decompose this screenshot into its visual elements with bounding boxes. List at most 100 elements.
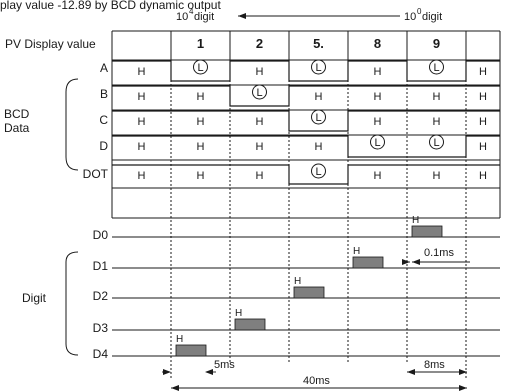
period-label: 8ms: [424, 359, 445, 371]
low-level-letter: L: [433, 137, 439, 149]
low-level-marker: [429, 134, 444, 150]
low-level-letter: L: [315, 166, 321, 178]
digit-active-pulse: [175, 344, 207, 357]
signal-waveform: [112, 110, 500, 132]
high-level-letter: H: [433, 91, 441, 103]
pulse-arrowhead-left: [402, 259, 410, 265]
period-arrowhead-left: [407, 369, 415, 375]
bcd-bracket: [65, 78, 79, 171]
low-level-marker: [370, 134, 385, 150]
gap-arrowhead-left: [163, 369, 171, 375]
high-level-letter: H: [197, 141, 205, 153]
pulse-arrowhead-right: [412, 259, 420, 265]
cycle-label: 40ms: [303, 375, 330, 387]
gap-label: 5ms: [214, 359, 235, 371]
high-level-letter: H: [256, 170, 264, 182]
high-level-letter: H: [479, 116, 487, 128]
signal-label: A: [100, 61, 108, 75]
low-digit-base: 10: [404, 11, 416, 23]
digit-group-label: Digit: [22, 291, 47, 305]
high-level-letter: H: [479, 91, 487, 103]
low-level-letter: L: [197, 62, 203, 74]
digit-label: D4: [93, 347, 109, 361]
digit-label: D2: [93, 289, 109, 303]
digit-label: D0: [93, 228, 109, 242]
high-level-letter: H: [374, 116, 382, 128]
high-level-letter: H: [197, 116, 205, 128]
digit-label: D1: [93, 259, 109, 273]
column-header: 1: [197, 36, 204, 51]
digit-high-letter: H: [235, 308, 242, 319]
digit-active-pulse: [352, 256, 384, 269]
high-level-letter: H: [197, 170, 205, 182]
high-level-letter: H: [479, 141, 487, 153]
column-header: 2: [256, 36, 263, 51]
high-level-letter: H: [256, 66, 264, 78]
low-level-marker: [311, 163, 326, 179]
cycle-arrowhead-left: [171, 385, 179, 391]
low-level-marker: [193, 59, 208, 75]
high-level-letter: H: [138, 170, 146, 182]
low-level-letter: L: [315, 62, 321, 74]
digit-direction-arrowhead: [238, 13, 246, 19]
high-level-letter: H: [197, 91, 205, 103]
high-digit-exponent: 4: [189, 7, 194, 16]
diagram-title: play value -12.89 by BCD dynamic output: [0, 0, 221, 12]
signal-waveform: [112, 85, 500, 107]
high-level-letter: H: [138, 116, 146, 128]
column-headers: 1 2 5. 8 9: [197, 36, 440, 51]
cycle-arrowhead-right: [459, 385, 467, 391]
signal-label: D: [99, 139, 108, 153]
low-digit-label: 10 0 digit: [404, 7, 442, 23]
high-level-letter: H: [433, 116, 441, 128]
diagram-grid: [111, 30, 501, 378]
low-level-letter: L: [256, 87, 262, 99]
high-level-letter: H: [256, 141, 264, 153]
signal-label: C: [99, 113, 108, 127]
bcd-label-line2: Data: [4, 121, 30, 135]
digit-bracket: [65, 251, 79, 356]
bcd-label-line1: BCD: [4, 107, 30, 121]
digit-high-letter: H: [353, 246, 360, 257]
low-level-letter: L: [315, 112, 321, 124]
high-level-letter: H: [138, 91, 146, 103]
column-header: 8: [374, 36, 381, 51]
digit-active-pulse: [234, 318, 266, 331]
high-level-letter: H: [374, 66, 382, 78]
pulse-width-label: 0.1ms: [424, 247, 454, 259]
column-header: 9: [433, 36, 440, 51]
low-digit-exponent: 0: [417, 7, 422, 16]
digit-high-letter: H: [294, 276, 301, 287]
high-level-letter: H: [256, 116, 264, 128]
signal-waveform: [112, 164, 500, 185]
pv-display-label: PV Display value: [5, 37, 96, 51]
digit-active-pulse: [293, 286, 325, 299]
high-level-letter: H: [315, 91, 323, 103]
signal-label: DOT: [83, 167, 109, 181]
low-level-marker: [311, 59, 326, 75]
low-level-marker: [311, 109, 326, 125]
signal-waveform: [112, 135, 500, 158]
high-level-letter: H: [138, 141, 146, 153]
low-digit-suffix: digit: [422, 11, 442, 23]
high-level-letter: H: [479, 66, 487, 78]
low-level-letter: L: [433, 62, 439, 74]
timing-annotations: 0.1ms 5ms 8ms 40ms: [162, 247, 470, 391]
gap-arrowhead-right: [205, 369, 213, 375]
digit-high-letter: H: [176, 334, 183, 345]
digit-high-letter: H: [412, 215, 419, 226]
high-level-letter: H: [374, 170, 382, 182]
low-level-letter: L: [374, 137, 380, 149]
high-level-letter: H: [479, 170, 487, 182]
signal-waveform: [112, 60, 500, 82]
digit-label: D3: [93, 321, 109, 335]
low-level-marker: [252, 84, 267, 100]
low-level-marker: [429, 59, 444, 75]
period-arrowhead-right: [459, 369, 467, 375]
high-digit-label: 10 4 digit: [176, 7, 214, 23]
high-level-letter: H: [433, 170, 441, 182]
column-header: 5.: [313, 36, 324, 51]
high-level-letter: H: [374, 91, 382, 103]
